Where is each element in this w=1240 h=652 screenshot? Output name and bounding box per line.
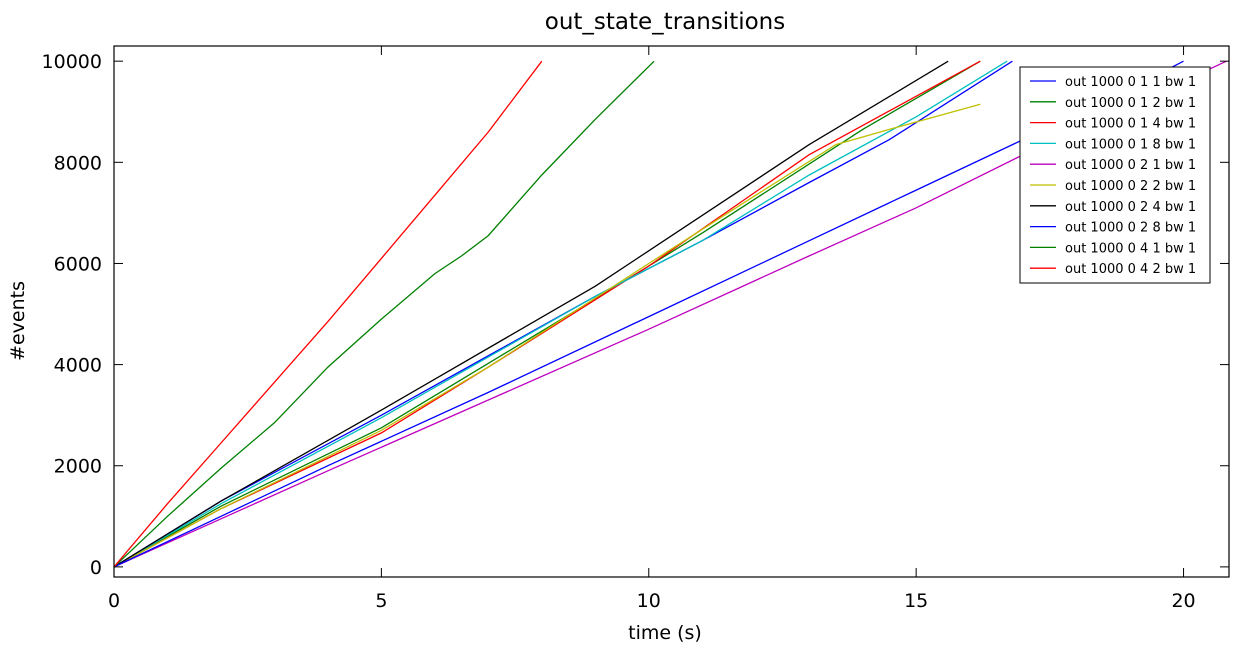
legend-label: out 1000 0 4 1 bw 1	[1065, 241, 1196, 256]
series-line-9	[113, 60, 655, 568]
legend-label: out 1000 0 2 2 bw 1	[1065, 179, 1196, 194]
series-line-2	[113, 60, 981, 568]
x-axis-label: time (s)	[628, 622, 702, 644]
legend-label: out 1000 0 1 1 bw 1	[1065, 75, 1196, 90]
legend-label: out 1000 0 1 8 bw 1	[1065, 137, 1196, 152]
legend-label: out 1000 0 2 8 bw 1	[1065, 221, 1196, 236]
x-tick-label: 5	[375, 590, 387, 612]
series-line-10	[113, 60, 543, 568]
plot-frame	[113, 45, 1230, 578]
y-tick-label: 2000	[54, 456, 102, 478]
legend-label: out 1000 0 1 4 bw 1	[1065, 117, 1196, 132]
chart-title: out_state_transitions	[545, 9, 786, 35]
y-tick-label: 6000	[54, 253, 102, 275]
series-line-6	[113, 103, 981, 568]
y-tick-label: 4000	[54, 355, 102, 377]
legend-label: out 1000 0 1 2 bw 1	[1065, 96, 1196, 111]
legend-label: out 1000 0 2 1 bw 1	[1065, 158, 1196, 173]
x-tick-label: 10	[637, 590, 661, 612]
x-tick-label: 15	[904, 590, 928, 612]
series-line-4	[113, 60, 1008, 568]
series-line-7	[113, 60, 949, 568]
x-tick-label: 0	[108, 590, 120, 612]
legend-label: out 1000 0 2 4 bw 1	[1065, 200, 1196, 215]
legend-label: out 1000 0 4 2 bw 1	[1065, 262, 1196, 277]
axis-ticks: 0 5 10 15 20 0 2000 4000 6000 8000 10000	[42, 46, 1229, 612]
series-lines	[113, 60, 1227, 568]
y-tick-label: 8000	[54, 152, 102, 174]
y-tick-label: 10000	[42, 51, 102, 73]
y-axis-label: #events	[7, 281, 29, 361]
x-tick-label: 20	[1171, 590, 1195, 612]
y-tick-label: 0	[90, 557, 102, 579]
legend: out 1000 0 1 1 bw 1 out 1000 0 1 2 bw 1 ou…	[1019, 66, 1211, 284]
